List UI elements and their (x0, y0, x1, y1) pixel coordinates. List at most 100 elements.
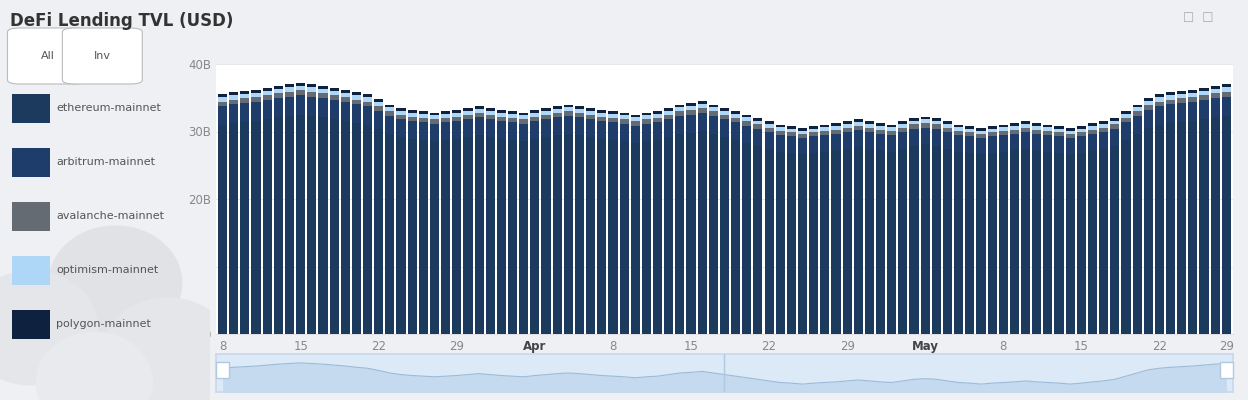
Bar (809, 128, 819, 132)
Bar (598, 112, 607, 117)
Bar (820, 131, 830, 135)
Bar (397, 119, 406, 137)
Bar (887, 131, 896, 135)
Bar (252, 97, 261, 102)
Bar (686, 115, 695, 133)
Bar (1154, 106, 1164, 125)
Bar (587, 115, 595, 119)
Bar (765, 148, 774, 334)
Bar (921, 144, 930, 334)
Bar (664, 119, 673, 137)
Bar (1010, 130, 1020, 134)
Bar (553, 117, 562, 135)
Bar (675, 107, 684, 111)
Bar (854, 126, 862, 130)
Bar (575, 106, 584, 108)
Bar (720, 108, 729, 110)
Bar (932, 146, 941, 334)
Bar (485, 137, 494, 334)
Bar (497, 110, 505, 112)
Bar (497, 117, 505, 121)
Text: All: All (40, 51, 55, 61)
Bar (921, 128, 930, 144)
Bar (608, 140, 618, 334)
Bar (485, 115, 494, 119)
Bar (1222, 97, 1231, 116)
Bar (1010, 126, 1020, 130)
Bar (955, 127, 963, 131)
Bar (1122, 118, 1131, 122)
Bar (932, 120, 941, 124)
Bar (474, 117, 484, 135)
Bar (1222, 116, 1231, 334)
Bar (1043, 131, 1052, 135)
Bar (786, 128, 796, 132)
Bar (731, 114, 740, 118)
Bar (619, 113, 629, 115)
Bar (218, 102, 227, 106)
Bar (1154, 125, 1164, 334)
Bar (1077, 128, 1086, 132)
Text: polygon-mainnet: polygon-mainnet (56, 319, 151, 329)
Bar (1043, 127, 1052, 131)
Bar (329, 100, 338, 119)
Bar (273, 117, 283, 334)
Bar (876, 123, 885, 126)
Bar (1077, 132, 1086, 136)
Bar (686, 133, 695, 334)
Bar (474, 135, 484, 334)
Bar (998, 131, 1008, 135)
Bar (419, 114, 428, 118)
Bar (341, 92, 349, 97)
Bar (921, 119, 930, 123)
Bar (776, 131, 785, 135)
Bar (1154, 102, 1164, 106)
Bar (932, 118, 941, 120)
Bar (899, 124, 907, 128)
Text: avalanche-mainnet: avalanche-mainnet (56, 211, 165, 221)
Bar (630, 143, 640, 334)
Bar (1066, 130, 1075, 134)
Text: Inv: Inv (94, 51, 111, 61)
Bar (262, 100, 272, 119)
Bar (1122, 140, 1131, 334)
Bar (887, 125, 896, 127)
Bar (1199, 88, 1208, 90)
Bar (899, 148, 907, 334)
Bar (1211, 98, 1219, 117)
Bar (1021, 124, 1030, 128)
Bar (1143, 110, 1153, 128)
Bar (1032, 150, 1041, 334)
Bar (921, 117, 930, 119)
Bar (463, 119, 473, 137)
Bar (865, 128, 874, 132)
Bar (218, 97, 227, 102)
Bar (1032, 126, 1041, 130)
Bar (899, 132, 907, 148)
Bar (965, 132, 975, 136)
Bar (530, 121, 539, 138)
Bar (519, 141, 528, 334)
Bar (754, 124, 763, 129)
Bar (955, 135, 963, 152)
Bar (831, 134, 841, 150)
Bar (542, 137, 550, 334)
Bar (921, 123, 930, 128)
Bar (429, 119, 439, 124)
Bar (241, 91, 250, 94)
Bar (230, 92, 238, 95)
Bar (842, 124, 851, 128)
Bar (842, 128, 851, 132)
Text: arbitrum-mainnet: arbitrum-mainnet (56, 157, 155, 167)
Bar (485, 110, 494, 115)
Bar (307, 97, 317, 116)
Bar (508, 122, 517, 140)
Bar (653, 140, 663, 334)
Bar (1032, 123, 1041, 126)
Bar (252, 102, 261, 121)
Bar (955, 125, 963, 127)
Bar (530, 117, 539, 121)
Bar (598, 117, 607, 121)
Bar (598, 138, 607, 334)
Bar (720, 137, 729, 334)
